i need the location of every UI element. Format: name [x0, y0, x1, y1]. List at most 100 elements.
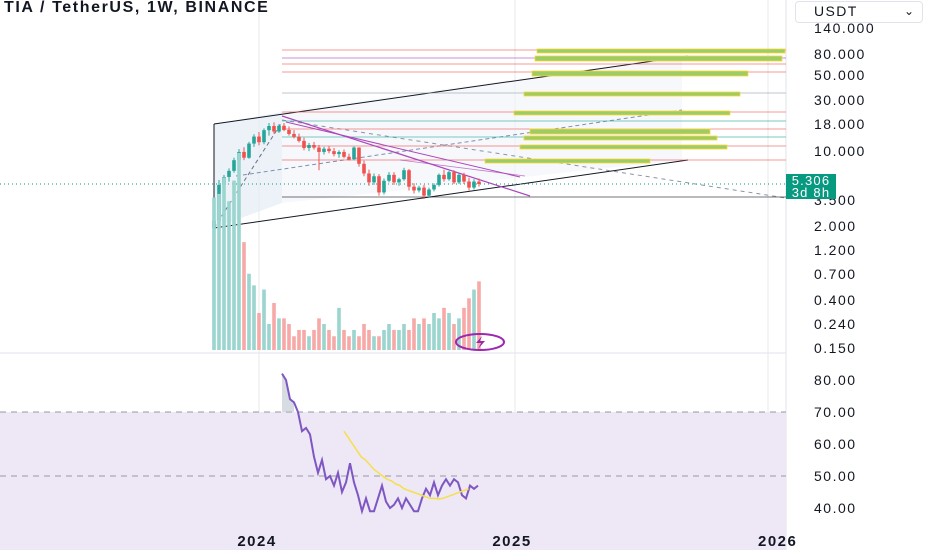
volume-bar-40 — [407, 329, 411, 350]
candle-body-17 — [292, 133, 296, 137]
candle-body-15 — [282, 125, 286, 130]
candle-body-12 — [267, 126, 271, 131]
price-tick-label: 18.000 — [814, 116, 866, 132]
volume-bar-9 — [252, 285, 256, 350]
volume-bar-41 — [412, 318, 416, 350]
candle-body-23 — [322, 148, 326, 152]
volume-bar-44 — [427, 323, 431, 350]
volume-bar-13 — [272, 302, 276, 350]
candle-body-42 — [417, 187, 421, 191]
volume-bar-10 — [257, 312, 261, 350]
volume-bar-47 — [442, 307, 446, 350]
volume-bar-39 — [402, 323, 406, 350]
volume-bar-18 — [297, 329, 301, 350]
alert-icon — [455, 333, 505, 351]
candle-body-45 — [432, 184, 436, 190]
candle-body-34 — [377, 176, 381, 193]
candle-body-38 — [397, 179, 401, 183]
volume-bar-14 — [277, 318, 281, 350]
candle-body-51 — [462, 174, 466, 182]
candle-body-8 — [247, 143, 251, 158]
rsi-ma-line — [343, 430, 469, 500]
candle-body-28 — [347, 156, 351, 160]
volume-bar-38 — [397, 329, 401, 350]
volume-bar-28 — [347, 336, 351, 350]
volume-bar-8 — [247, 273, 251, 350]
candle-body-26 — [337, 151, 341, 155]
price-tick-label: 0.150 — [814, 340, 857, 356]
rsi-tick-label: 40.00 — [814, 500, 857, 516]
price-tick-label: 80.000 — [814, 46, 866, 62]
candle-body-5 — [232, 160, 236, 171]
candle-body-25 — [332, 151, 336, 155]
price-tick-label: 0.700 — [814, 266, 857, 282]
candle-body-24 — [327, 148, 331, 152]
price-tick-label: 10.000 — [814, 143, 866, 159]
candle-body-14 — [277, 125, 281, 132]
volume-bar-43 — [422, 318, 426, 350]
volume-bar-51 — [462, 307, 466, 350]
volume-bar-23 — [322, 323, 326, 350]
trendline-descending — [281, 115, 531, 197]
volume-bar-34 — [377, 336, 381, 350]
volume-bar-24 — [327, 329, 331, 350]
candle-body-4 — [227, 170, 231, 177]
volume-bar-5 — [232, 180, 236, 350]
projection-line-3 — [281, 119, 787, 199]
candle-body-16 — [287, 129, 291, 134]
candle-body-41 — [412, 186, 416, 191]
volume-bar-32 — [367, 329, 371, 350]
candle-body-44 — [427, 189, 431, 196]
target-box-4 — [523, 91, 741, 97]
candle-body-54 — [477, 181, 481, 184]
chevron-down-icon: ⌄ — [904, 4, 915, 18]
volume-bar-12 — [267, 323, 271, 350]
volume-bar-1 — [212, 197, 216, 350]
candle-body-43 — [422, 187, 426, 196]
candle-body-30 — [357, 147, 361, 164]
candle-body-18 — [297, 136, 301, 141]
candle-body-13 — [272, 126, 276, 132]
volume-bar-31 — [362, 323, 366, 350]
target-box-2 — [534, 55, 783, 62]
volume-bar-45 — [432, 312, 436, 350]
volume-bar-17 — [292, 336, 296, 350]
volume-bar-3 — [222, 177, 226, 350]
volume-bar-30 — [357, 336, 361, 350]
time-tick-label: 2025 — [492, 533, 531, 550]
volume-bar-29 — [352, 329, 356, 350]
volume-bar-54 — [477, 281, 481, 350]
lightning-icon — [476, 336, 485, 349]
candle-body-52 — [467, 181, 471, 188]
candle-body-11 — [262, 130, 266, 143]
candle-body-7 — [242, 151, 246, 158]
candle-body-10 — [257, 136, 261, 143]
candle-body-36 — [387, 174, 391, 181]
price-tick-label: 0.240 — [814, 316, 857, 332]
candle-body-48 — [447, 172, 451, 180]
target-box-7 — [523, 135, 718, 141]
volume-bar-7 — [242, 242, 246, 350]
price-tick-label: 50.000 — [814, 67, 866, 83]
candle-body-9 — [252, 136, 256, 144]
candle-body-29 — [352, 147, 356, 160]
volume-bar-20 — [307, 336, 311, 350]
candle-body-53 — [472, 181, 476, 188]
target-box-9 — [484, 158, 651, 164]
last-price-tag: 5.306 — [786, 174, 836, 187]
time-tick-label: 2026 — [758, 533, 797, 550]
volume-bar-11 — [262, 289, 266, 350]
volume-bar-6 — [237, 152, 241, 350]
rsi-tick-label: 50.00 — [814, 468, 857, 484]
candle-body-33 — [372, 176, 376, 183]
candle-body-20 — [307, 144, 311, 148]
target-box-3 — [531, 70, 749, 77]
volume-bar-50 — [457, 318, 461, 350]
currency-selector[interactable]: USDT ⌄ — [795, 1, 923, 23]
trendline-short — [399, 159, 526, 177]
candle-body-22 — [317, 147, 321, 152]
target-box-8 — [519, 144, 728, 150]
volume-bar-21 — [312, 329, 316, 350]
